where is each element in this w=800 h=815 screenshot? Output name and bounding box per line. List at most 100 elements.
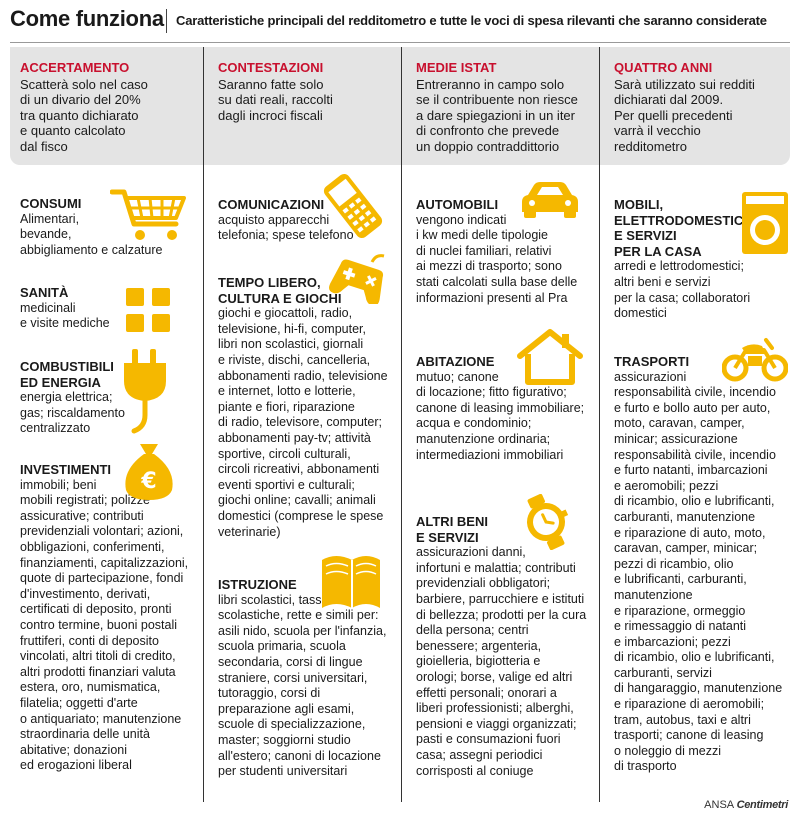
intro-line: di un divario del 20%: [20, 92, 141, 108]
section-line: abitative; donazioni: [20, 742, 128, 757]
section-line: mobili registrati; polizze: [20, 493, 150, 508]
section-line: tram, autobus, taxi e altri: [614, 712, 751, 727]
section-line: infortuni e malattia; contributi: [416, 560, 576, 575]
section-line: minicar; assicurazione: [614, 431, 738, 446]
section-line: scuola primaria, scuola: [218, 639, 346, 654]
section-line: televisione, hi-fi, computer,: [218, 321, 366, 336]
section-line: e aeromobili; pezzi: [614, 478, 719, 493]
section-line: di bellezza; prodotti per la cura: [416, 607, 587, 622]
section-line: medicinali: [20, 300, 76, 315]
section-line: trasporti; canone di leasing: [614, 728, 764, 743]
section-line: filatelia; oggetti d'arte: [20, 695, 138, 710]
intro-line: Saranno fatte solo: [218, 76, 324, 92]
section-line: fruttiferi, conti di deposito: [20, 633, 159, 648]
section-line: carburanti, servizi: [614, 665, 712, 680]
section-line: scuole di specializzazione,: [218, 717, 366, 732]
intro-line: dal fisco: [20, 138, 68, 154]
section-line: bevande,: [20, 227, 72, 242]
intro-line: Entreranno in campo solo: [416, 76, 565, 92]
section-line: quote di partecipazione, fondi: [20, 571, 184, 586]
section-title: TEMPO LIBERO,: [218, 275, 321, 290]
section-title: E SERVIZI: [416, 529, 479, 545]
intro-title: CONTESTAZIONI: [218, 60, 324, 75]
section-line: o noleggio di mezzi: [614, 743, 722, 758]
section-line: arredi e lettrodomestici;: [614, 259, 744, 274]
intro-contestazioni: CONTESTAZIONI Saranno fatte solo su dati…: [218, 60, 398, 123]
house-icon: [517, 329, 583, 385]
section-line: vincolati, altri titoli di credito,: [20, 649, 176, 664]
section-title: COMUNICAZIONI: [218, 197, 325, 212]
page-subtitle: Caratteristiche principali del redditome…: [176, 13, 767, 28]
section-title: COMBUSTIBILI: [20, 359, 114, 374]
section-line: domestici (comprese le spese: [218, 508, 384, 523]
section-line: immobili; beni: [20, 477, 97, 492]
section-line: altri beni e servizi: [614, 274, 711, 289]
section-line: assicurazioni: [614, 369, 687, 384]
section-line: casa; assegni periodici: [416, 747, 543, 762]
intro-line: dagli incroci fiscali: [218, 107, 323, 123]
svg-text:€: €: [140, 469, 156, 494]
section-line: ed erogazioni liberal: [20, 758, 132, 773]
section-line: stati calcolati sulla base delle: [416, 274, 578, 289]
section-tempo-libero: TEMPO LIBERO, CULTURA E GIOCHI giochi e gi…: [218, 275, 400, 540]
intro-line: redditometro: [614, 138, 687, 154]
section-line: gioielleria, bigiotteria e: [416, 654, 541, 669]
section-mobili: MOBILI, ELETTRODOMESTICI E SERVIZI PER LA C…: [614, 197, 796, 322]
intro-quattro-anni: QUATTRO ANNI Sarà utilizzato sui redditi…: [614, 60, 794, 155]
section-title: CULTURA E GIOCHI: [218, 290, 342, 306]
mobile-phone-icon: [323, 173, 383, 239]
section-investimenti: INVESTIMENTI immobili; beni mobili registr…: [20, 462, 200, 774]
section-line: o antiquariato; manutenzione: [20, 711, 182, 726]
section-line: finanziamenti, capitalizzazioni,: [20, 555, 189, 570]
section-line: pasti e consumazioni fuori: [416, 732, 561, 747]
section-line: secondaria, corsi di lingue: [218, 654, 363, 669]
section-title: INVESTIMENTI: [20, 462, 112, 477]
section-line: e riparazione, ormeggio: [614, 603, 746, 618]
section-line: e visite mediche: [20, 316, 110, 331]
section-line: responsabilità civile, incendio: [614, 385, 776, 400]
section-line: per la casa; collaboratori: [614, 290, 751, 305]
medical-cross-icon: [126, 288, 170, 332]
section-line: estera, oro, numismatica,: [20, 680, 161, 695]
intro-line: e quanto calcolato: [20, 123, 126, 139]
section-comunicazioni: COMUNICAZIONI acquisto apparecchi telefoni…: [218, 197, 398, 244]
section-title: ALTRI BENI: [416, 514, 488, 529]
section-line: obbligazioni, conferimenti,: [20, 539, 165, 554]
section-line: responsabilità civile, incendio: [614, 447, 776, 462]
intro-title: MEDIE ISTAT: [416, 60, 497, 75]
section-line: tutoraggio, corsi di: [218, 686, 321, 701]
section-line: libri scolastici, tasse: [218, 592, 329, 607]
section-line: acqua e condominio;: [416, 416, 532, 431]
section-line: di trasporto: [614, 759, 677, 774]
intro-line: dichiarati dal 2009.: [614, 92, 724, 108]
section-line: di hangaraggio, manutenzione: [614, 681, 783, 696]
section-line: eventi sportivi e culturali;: [218, 477, 355, 492]
section-line: di locazione; fitto figurativo;: [416, 385, 567, 400]
section-line: asili nido, scuola per l'infanzia,: [218, 623, 387, 638]
intro-band: [10, 47, 790, 165]
section-line: circoli ricreativi, abbonamenti: [218, 462, 380, 477]
section-line: energia elettrica;: [20, 390, 113, 405]
section-line: vengono indicati: [416, 212, 507, 227]
section-line: contro termine, buoni postali: [20, 617, 178, 632]
column-divider-1: [203, 47, 204, 802]
section-title: ED ENERGIA: [20, 374, 101, 390]
section-line: acquisto apparecchi: [218, 212, 330, 227]
footer-brand: Centimetri: [736, 799, 789, 811]
section-line: pensioni e viaggi organizzati;: [416, 716, 577, 731]
intro-line: tra quanto dichiarato: [20, 107, 139, 123]
section-trasporti: TRASPORTI assicurazioni responsabilità civ…: [614, 354, 796, 775]
section-line: straniere, corsi universitari,: [218, 670, 368, 685]
section-title: TRASPORTI: [614, 354, 690, 369]
section-istruzione: ISTRUZIONE libri scolastici, tasse scolast…: [218, 577, 400, 780]
title-divider: [166, 9, 167, 33]
section-line: gas; riscaldamento: [20, 405, 125, 420]
section-line: master; soggiorni studio: [218, 732, 351, 747]
section-line: canone di leasing immobiliare;: [416, 400, 585, 415]
section-line: liberi professionisti; alberghi,: [416, 701, 574, 716]
section-line: e riparazione di auto, moto,: [614, 525, 766, 540]
intro-medie-istat: MEDIE ISTAT Entreranno in campo solo se …: [416, 60, 596, 155]
intro-line: di confronto che prevede: [416, 123, 560, 139]
intro-title: QUATTRO ANNI: [614, 60, 713, 75]
section-line: e riparazione di aeromobili;: [614, 697, 765, 712]
